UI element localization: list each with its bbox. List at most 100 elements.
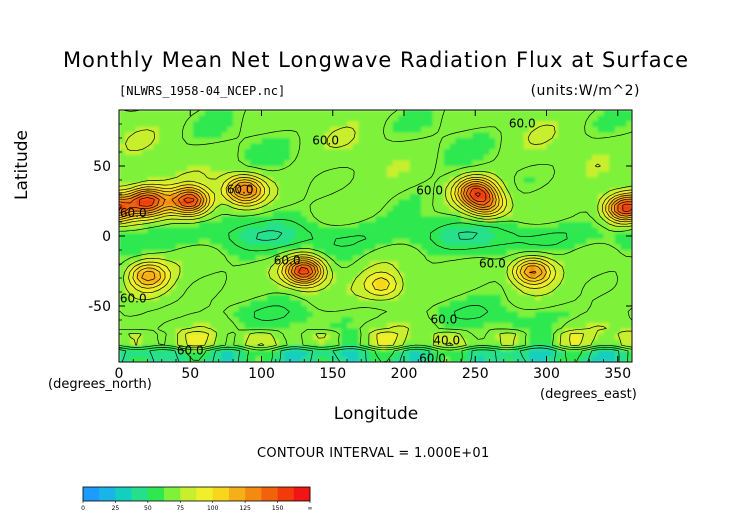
field-cell xyxy=(586,283,593,290)
field-cell xyxy=(255,238,263,245)
field-cell xyxy=(301,121,308,128)
field-cell xyxy=(364,238,371,245)
field-cell xyxy=(620,115,627,122)
field-cell xyxy=(404,227,411,234)
field-cell xyxy=(586,227,593,234)
field-cell xyxy=(295,266,302,273)
field-cell xyxy=(478,149,485,156)
field-cell xyxy=(500,238,508,245)
field-cell xyxy=(415,345,422,352)
field-cell xyxy=(500,188,508,195)
field-cell xyxy=(329,138,337,145)
field-cell xyxy=(267,177,274,184)
field-cell xyxy=(563,272,570,279)
field-cell xyxy=(147,283,154,290)
field-cell xyxy=(552,317,559,324)
field-cell xyxy=(443,350,451,357)
field-cell xyxy=(227,121,234,128)
field-cell xyxy=(518,166,525,173)
field-cell xyxy=(130,121,137,128)
field-cell xyxy=(278,160,285,167)
field-cell xyxy=(233,166,240,173)
field-cell xyxy=(352,205,359,212)
field-cell xyxy=(409,177,416,184)
field-cell xyxy=(176,138,183,145)
field-cell xyxy=(164,143,171,150)
field-cell xyxy=(136,255,143,262)
field-cell xyxy=(518,244,525,251)
field-cell xyxy=(392,328,399,335)
field-cell xyxy=(489,182,496,189)
field-cell xyxy=(398,216,405,223)
contour-label: 60.0 xyxy=(312,133,339,147)
field-cell xyxy=(392,216,399,223)
field-cell xyxy=(421,166,428,173)
field-cell xyxy=(335,216,342,223)
field-cell xyxy=(495,300,502,307)
field-cell xyxy=(261,300,268,307)
field-cell xyxy=(540,171,548,178)
field-cell xyxy=(535,143,542,150)
field-cell xyxy=(592,322,599,329)
field-cell xyxy=(409,261,416,268)
field-cell xyxy=(176,350,183,357)
field-cell xyxy=(284,328,291,335)
field-cell xyxy=(272,227,280,234)
field-cell xyxy=(290,334,297,341)
field-cell xyxy=(358,238,365,245)
field-cell xyxy=(147,154,154,161)
field-cell xyxy=(301,160,308,167)
field-cell xyxy=(443,244,451,251)
field-cell xyxy=(398,306,405,313)
field-cell xyxy=(409,339,416,346)
field-cell xyxy=(130,322,137,329)
field-cell xyxy=(164,311,171,318)
field-cell xyxy=(250,266,257,273)
field-cell xyxy=(312,345,320,352)
field-cell xyxy=(244,121,251,128)
field-cell xyxy=(603,166,610,173)
field-cell xyxy=(443,306,451,313)
field-cell xyxy=(335,328,342,335)
field-cell xyxy=(626,166,632,173)
field-cell xyxy=(386,110,394,117)
field-cell xyxy=(620,334,627,341)
field-cell xyxy=(557,278,565,285)
field-cell xyxy=(238,306,245,313)
field-cell xyxy=(386,216,394,223)
field-cell xyxy=(341,126,348,133)
field-cell xyxy=(466,110,473,117)
field-cell xyxy=(426,322,434,329)
field-cell xyxy=(369,322,377,329)
field-cell xyxy=(466,233,473,240)
field-cell xyxy=(580,250,587,257)
field-cell xyxy=(312,115,320,122)
field-cell xyxy=(404,222,411,229)
field-cell xyxy=(233,261,240,268)
field-cell xyxy=(415,222,422,229)
field-cell xyxy=(278,205,285,212)
field-cell xyxy=(238,272,245,279)
field-cell xyxy=(210,278,217,285)
field-cell xyxy=(392,110,399,117)
field-cell xyxy=(466,255,473,262)
field-cell xyxy=(204,339,211,346)
field-cell xyxy=(421,238,428,245)
field-cell xyxy=(352,283,359,290)
field-cell xyxy=(215,126,223,133)
field-cell xyxy=(552,177,559,184)
field-cell xyxy=(198,222,206,229)
field-cell xyxy=(609,149,616,156)
field-cell xyxy=(518,334,525,341)
field-cell xyxy=(221,283,228,290)
field-cell xyxy=(272,350,280,357)
field-cell xyxy=(466,322,473,329)
field-cell xyxy=(398,238,405,245)
field-cell xyxy=(233,132,240,139)
field-cell xyxy=(318,233,325,240)
field-cell xyxy=(489,322,496,329)
field-cell xyxy=(535,110,542,117)
field-cell xyxy=(255,110,263,117)
field-cell xyxy=(512,255,519,262)
field-cell xyxy=(535,177,542,184)
